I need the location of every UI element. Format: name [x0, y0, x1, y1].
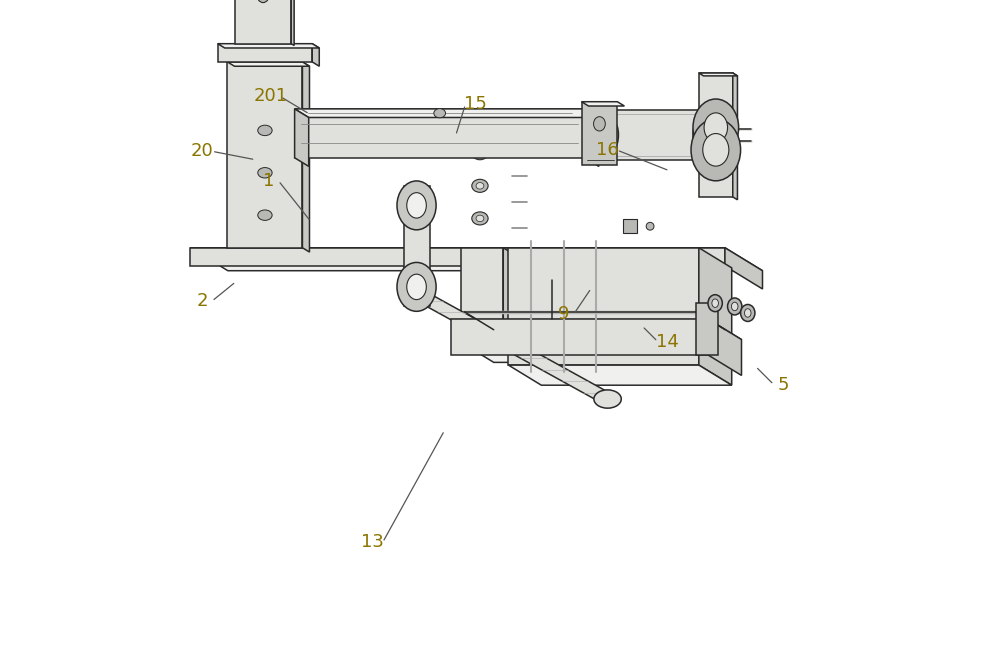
- Polygon shape: [227, 62, 302, 248]
- Polygon shape: [508, 248, 699, 365]
- Ellipse shape: [704, 113, 728, 142]
- Polygon shape: [190, 248, 762, 271]
- Text: 16: 16: [596, 141, 618, 159]
- Polygon shape: [675, 248, 680, 312]
- Polygon shape: [709, 319, 742, 376]
- Polygon shape: [585, 109, 599, 166]
- Polygon shape: [548, 248, 553, 312]
- Polygon shape: [451, 319, 709, 355]
- Ellipse shape: [258, 168, 272, 178]
- Polygon shape: [657, 248, 675, 310]
- Ellipse shape: [693, 99, 739, 156]
- Text: 13: 13: [361, 533, 384, 552]
- Polygon shape: [699, 248, 732, 385]
- Ellipse shape: [728, 298, 742, 315]
- Polygon shape: [668, 268, 684, 303]
- Polygon shape: [404, 186, 430, 306]
- Polygon shape: [405, 295, 621, 399]
- Ellipse shape: [703, 134, 729, 166]
- Polygon shape: [235, 0, 291, 44]
- Ellipse shape: [434, 109, 446, 118]
- Polygon shape: [312, 44, 319, 67]
- Ellipse shape: [693, 125, 699, 145]
- Polygon shape: [461, 342, 536, 363]
- Polygon shape: [503, 248, 536, 363]
- Ellipse shape: [472, 212, 488, 225]
- Text: 5: 5: [778, 376, 789, 394]
- Text: 2: 2: [196, 292, 208, 310]
- Ellipse shape: [476, 183, 484, 189]
- Ellipse shape: [476, 215, 484, 222]
- Ellipse shape: [741, 304, 755, 321]
- Ellipse shape: [708, 295, 722, 312]
- Ellipse shape: [646, 222, 654, 230]
- Ellipse shape: [594, 117, 605, 131]
- Text: 9: 9: [558, 305, 570, 323]
- Ellipse shape: [610, 123, 618, 147]
- Polygon shape: [595, 248, 613, 310]
- Text: 20: 20: [191, 142, 213, 160]
- Polygon shape: [218, 44, 312, 62]
- Polygon shape: [461, 248, 503, 342]
- Ellipse shape: [258, 210, 272, 220]
- Polygon shape: [623, 219, 637, 233]
- Ellipse shape: [407, 274, 426, 299]
- Ellipse shape: [397, 181, 436, 230]
- Ellipse shape: [257, 0, 270, 3]
- Polygon shape: [733, 73, 737, 200]
- Polygon shape: [613, 248, 618, 312]
- Polygon shape: [451, 319, 742, 340]
- Polygon shape: [218, 44, 319, 48]
- Ellipse shape: [258, 125, 272, 136]
- Ellipse shape: [476, 150, 484, 156]
- Polygon shape: [508, 365, 732, 385]
- Bar: [614, 110, 709, 160]
- Ellipse shape: [745, 308, 751, 317]
- Text: 201: 201: [253, 87, 288, 106]
- Polygon shape: [302, 62, 309, 252]
- Polygon shape: [582, 102, 617, 165]
- Polygon shape: [190, 248, 725, 266]
- Polygon shape: [551, 268, 567, 303]
- Polygon shape: [582, 102, 624, 106]
- Ellipse shape: [472, 147, 488, 160]
- Text: 14: 14: [656, 333, 679, 351]
- Polygon shape: [227, 62, 309, 67]
- Ellipse shape: [397, 262, 436, 311]
- Polygon shape: [699, 73, 733, 197]
- Ellipse shape: [407, 192, 426, 218]
- Text: 15: 15: [464, 95, 487, 113]
- Ellipse shape: [594, 390, 621, 408]
- Polygon shape: [295, 109, 309, 166]
- Ellipse shape: [472, 179, 488, 192]
- Text: 1: 1: [263, 171, 274, 190]
- Polygon shape: [696, 303, 718, 355]
- Polygon shape: [295, 109, 599, 117]
- Polygon shape: [699, 73, 737, 76]
- Polygon shape: [291, 0, 294, 46]
- Ellipse shape: [712, 299, 718, 308]
- Polygon shape: [295, 109, 585, 158]
- Ellipse shape: [405, 286, 432, 304]
- Ellipse shape: [704, 123, 713, 147]
- Polygon shape: [725, 248, 762, 289]
- Ellipse shape: [691, 119, 741, 181]
- Ellipse shape: [731, 303, 738, 311]
- Polygon shape: [530, 248, 548, 310]
